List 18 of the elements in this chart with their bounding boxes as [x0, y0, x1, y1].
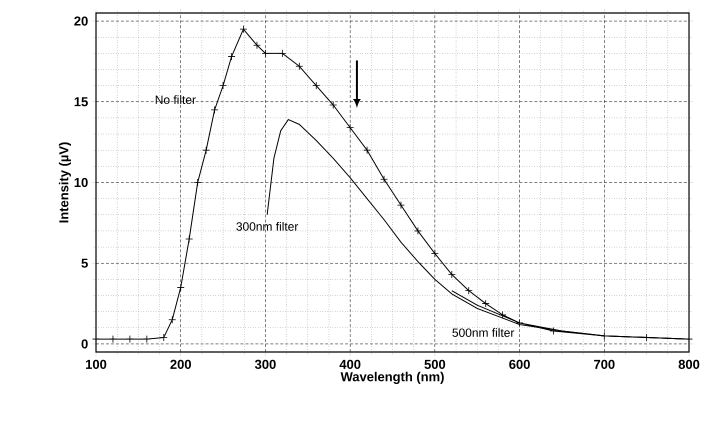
series-label: 500nm filter [452, 328, 514, 337]
x-tick-label: 500 [424, 360, 446, 369]
y-tick-label: 20 [74, 16, 88, 26]
x-tick-label: 600 [509, 360, 530, 369]
x-tick-label: 200 [170, 360, 191, 369]
x-tick-label: 400 [340, 360, 360, 369]
series-label: No filter [156, 95, 196, 104]
y-tick-label: 5 [81, 258, 88, 268]
y-tick-label: 10 [74, 178, 88, 188]
x-axis-title: Wavelength (nm) [340, 372, 444, 384]
x-tick-label: 800 [678, 360, 700, 369]
y-axis-title: Intensity (µV) [58, 142, 71, 222]
x-tick-label: 100 [86, 360, 106, 369]
series-label: 300nm filter [236, 222, 298, 231]
x-tick-label: 300 [254, 360, 276, 369]
x-tick-label: 700 [594, 360, 615, 369]
y-tick-label: 15 [74, 97, 88, 106]
y-tick-label: 0 [82, 339, 88, 349]
